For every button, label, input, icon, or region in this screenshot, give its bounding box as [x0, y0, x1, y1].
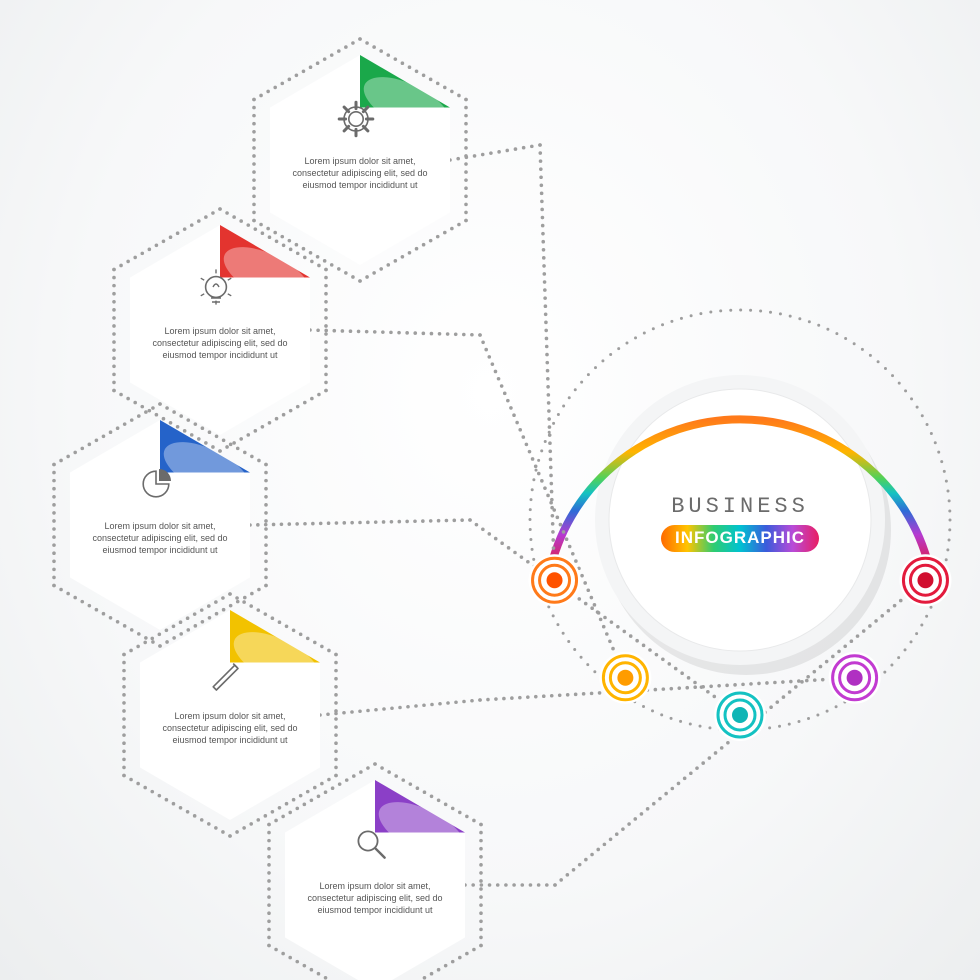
magnifier-icon: [351, 824, 399, 872]
hex-body-text: Lorem ipsum dolor sit amet, consectetur …: [303, 880, 447, 916]
hex-card-n3: Lorem ipsum dolor sit amet, consectetur …: [70, 420, 250, 630]
hex-card-n5: Lorem ipsum dolor sit amet, consectetur …: [285, 780, 465, 980]
infographic-stage: { "canvas": { "width": 980, "height": 98…: [0, 0, 980, 980]
hex-body-text: Lorem ipsum dolor sit amet, consectetur …: [158, 710, 302, 746]
pencil-icon: [206, 654, 254, 702]
hex-card-n2: Lorem ipsum dolor sit amet, consectetur …: [130, 225, 310, 435]
hex-body-text: Lorem ipsum dolor sit amet, consectetur …: [88, 520, 232, 556]
bulb-icon: [196, 269, 244, 317]
center-title-pill: INFOGRAPHIC: [661, 525, 819, 552]
gear-icon: [336, 99, 384, 147]
pie-chart-icon: [136, 464, 184, 512]
center-label: BUSINESS INFOGRAPHIC: [630, 494, 850, 552]
hex-body-text: Lorem ipsum dolor sit amet, consectetur …: [148, 325, 292, 361]
hex-body-text: Lorem ipsum dolor sit amet, consectetur …: [288, 155, 432, 191]
center-title-line1: BUSINESS: [630, 494, 850, 519]
